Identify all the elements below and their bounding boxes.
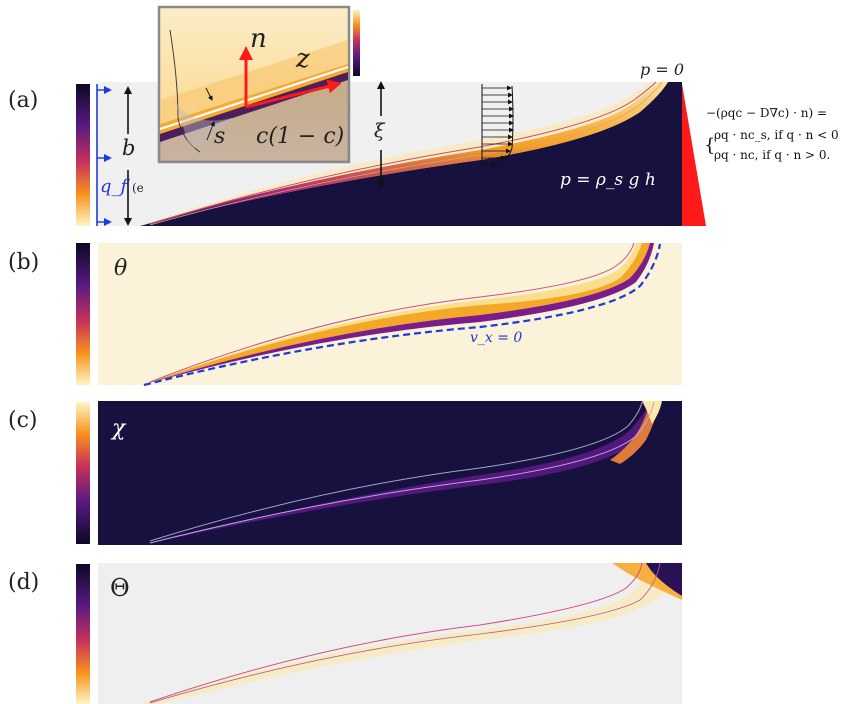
inset-s-pointer (206, 121, 215, 141)
panel-a-dark-region (140, 82, 682, 226)
panel-d-contour-1 (149, 562, 643, 703)
inset-zoom (157, 5, 360, 164)
boundary-condition-brace: { (704, 135, 716, 156)
panel-c (76, 401, 682, 545)
panel-label-a: (a) (8, 88, 39, 113)
inset-band-upper (160, 40, 348, 124)
panel-c-contour-1 (149, 401, 643, 542)
qf-label: q_f (100, 176, 128, 197)
inset-c-expression: c(1 − c) (256, 124, 345, 149)
inset-interface-line (159, 65, 349, 131)
panel-d (76, 562, 682, 704)
panel-label-c: (c) (8, 408, 38, 433)
panel-c-band-bright (610, 401, 660, 464)
xi-label: ξ (374, 120, 385, 142)
boundary-condition-line-1: −(ρqc − D∇c) · n) = (706, 106, 828, 120)
panel-c-tip (642, 401, 662, 424)
boundary-condition-line-3: ρq · nc, if q · n > 0. (714, 148, 831, 162)
panel-b (76, 242, 682, 387)
panel-d-background (98, 563, 682, 704)
panel-b-vx-zero-line (143, 243, 662, 387)
panel-label-b: (b) (8, 250, 40, 275)
inset-z-label: z (296, 44, 310, 74)
red-pressure-wedge (682, 84, 706, 226)
panel-a-colorbar (76, 84, 90, 226)
inset-curve-pointer (205, 87, 213, 101)
inset-s-label: s (214, 124, 226, 149)
panel-a-contour-2 (149, 81, 663, 226)
chi-symbol: χ (112, 416, 126, 441)
panel-d-tip-dark (646, 563, 682, 596)
panel-label-d: (d) (8, 570, 40, 595)
theta-symbol: θ (114, 256, 128, 281)
inset-dark-region (160, 78, 348, 161)
panel-b-contour (149, 242, 635, 383)
inset-z-arrow (245, 79, 342, 109)
panel-b-band-dark (142, 243, 654, 385)
pressure-top-label: p = 0 (640, 60, 684, 79)
capital-theta-symbol: Θ (110, 574, 130, 602)
vx-zero-label: v_x = 0 (470, 330, 523, 346)
boundary-condition-line-2: ρq · nc_s, if q · n < 0 (714, 128, 839, 142)
velocity-profile (481, 84, 514, 170)
pressure-bottom-label: p = ρ_s g h (560, 170, 656, 190)
inset-n-label: n (250, 24, 267, 54)
panel-b-band (142, 243, 650, 385)
panel-b-band-light (142, 243, 642, 385)
panel-b-colorbar (76, 243, 90, 385)
inset-colorbar (353, 10, 360, 76)
panel-a-contour (149, 81, 657, 225)
inset-gaussian-curve (175, 100, 232, 150)
panel-c-colorbar (76, 402, 90, 544)
panel-c-contour-2 (149, 401, 655, 544)
qf-suffix: (e (132, 181, 144, 195)
panel-c-background (98, 401, 682, 545)
panel-d-band (140, 563, 682, 704)
inset-band-dark (160, 72, 348, 142)
b-label: b (122, 136, 136, 160)
panel-d-colorbar (76, 564, 90, 704)
inset-profile-curve (169, 29, 201, 153)
panel-d-contour-2 (149, 562, 661, 704)
